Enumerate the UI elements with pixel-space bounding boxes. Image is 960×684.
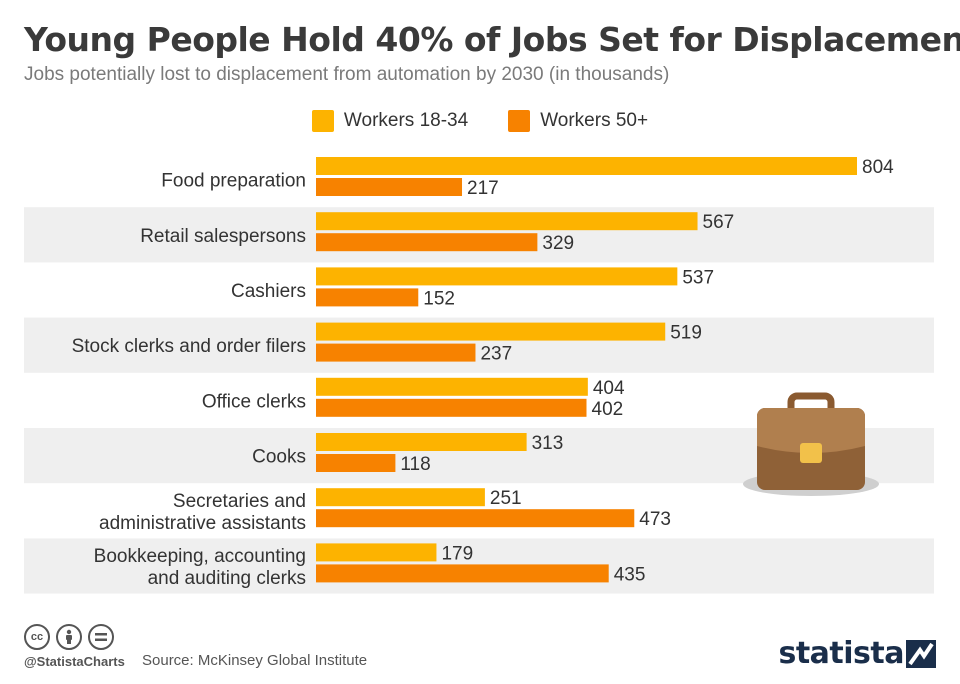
bar-old	[316, 178, 463, 196]
category-label: Cooks	[252, 447, 306, 468]
chart-subtitle: Jobs potentially lost to displacement fr…	[24, 64, 670, 85]
bar-young	[316, 377, 588, 396]
legend: Workers 18-34 Workers 50+	[0, 110, 960, 132]
value-label: 179	[441, 543, 473, 564]
briefcase-icon	[743, 392, 879, 496]
value-label: 435	[614, 564, 646, 585]
category-label: Office clerks	[202, 391, 306, 412]
value-label: 804	[862, 157, 894, 178]
legend-label-young: Workers 18-34	[343, 110, 469, 131]
value-label: 537	[682, 267, 714, 288]
value-label: 313	[532, 433, 564, 454]
bar-old	[316, 288, 419, 307]
bar-young	[316, 488, 485, 507]
category-label: Secretaries and administrative assistants	[99, 491, 306, 534]
value-label: 217	[467, 178, 499, 199]
category-label: Bookkeeping, accounting and auditing cler…	[94, 546, 306, 589]
value-label: 404	[593, 378, 625, 399]
creative-commons-icon: cc	[24, 624, 50, 650]
legend-swatch-young	[311, 110, 334, 132]
bar-old	[316, 454, 396, 472]
bar-old	[316, 564, 609, 583]
chart-title: Young People Hold 40% of Jobs Set for Di…	[24, 20, 960, 59]
legend-swatch-old	[508, 110, 531, 132]
legend-label-old: Workers 50+	[540, 110, 649, 131]
license-icons: cc	[24, 624, 114, 650]
bar-young	[316, 267, 678, 286]
value-label: 473	[639, 509, 671, 530]
statista-logo: statista	[778, 636, 904, 671]
attribution-icon	[56, 624, 82, 650]
value-label: 329	[542, 233, 574, 254]
statista-logo-mark	[906, 640, 936, 668]
bar-old	[316, 233, 538, 252]
bar-young	[316, 212, 698, 231]
bar-young	[316, 322, 666, 341]
legend-item-old: Workers 50+	[508, 110, 648, 132]
category-label: Cashiers	[231, 281, 306, 302]
category-label: Food preparation	[161, 171, 306, 192]
twitter-handle: @StatistaCharts	[24, 654, 125, 669]
bar-old	[316, 509, 635, 528]
value-label: 251	[490, 488, 522, 509]
source-note: Source: McKinsey Global Institute	[142, 652, 368, 669]
no-derivatives-icon	[88, 624, 114, 650]
value-label: 118	[400, 454, 430, 475]
value-label: 402	[592, 399, 624, 420]
bar-old	[316, 343, 476, 362]
bar-young	[316, 543, 437, 562]
category-label: Stock clerks and order filers	[72, 336, 306, 357]
bar-old	[316, 398, 587, 417]
value-label: 519	[670, 323, 702, 344]
bar-young	[316, 157, 857, 175]
value-label: 237	[480, 344, 512, 365]
legend-item-young: Workers 18-34	[311, 110, 469, 132]
category-label: Retail salespersons	[140, 226, 306, 247]
value-label: 567	[703, 212, 735, 233]
bar-young	[316, 433, 527, 451]
value-label: 152	[423, 288, 455, 309]
